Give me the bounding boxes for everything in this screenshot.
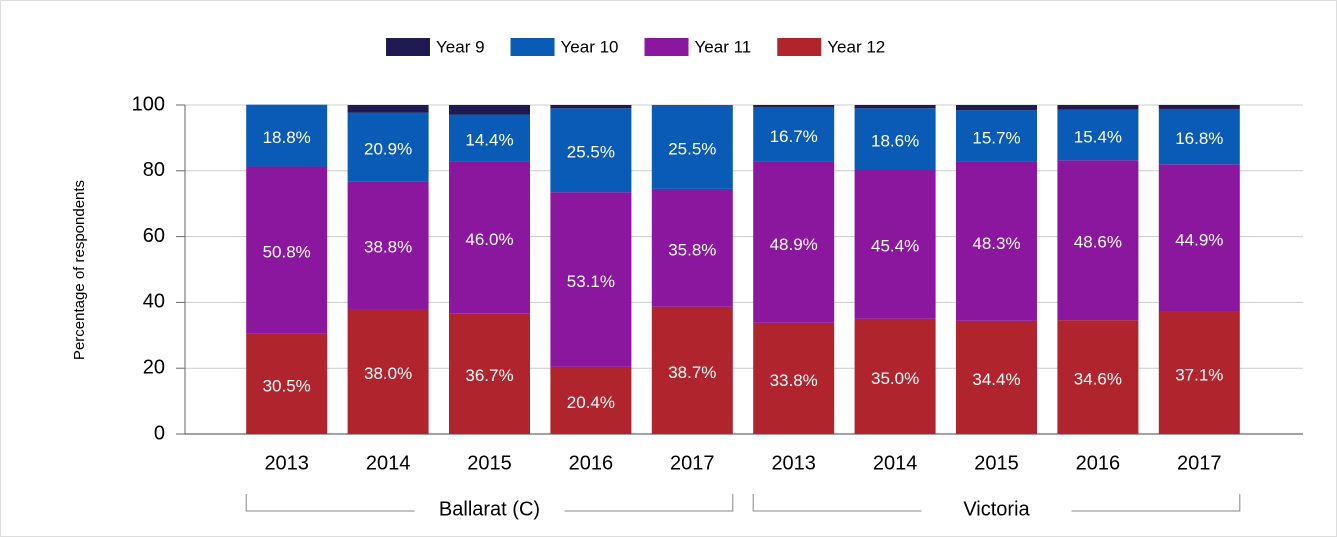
data-label: 33.8% <box>770 371 818 390</box>
group-label: Victoria <box>963 498 1030 520</box>
bar-segment <box>956 161 1037 321</box>
data-label: 14.4% <box>465 131 513 150</box>
legend-label: Year 10 <box>561 37 619 56</box>
legend-label: Year 9 <box>436 37 485 56</box>
legend-swatch <box>644 38 689 56</box>
x-tick-label: 2015 <box>974 452 1019 474</box>
bar-segment <box>651 105 733 189</box>
data-label: 18.8% <box>263 128 311 147</box>
bar-segment <box>347 105 429 113</box>
data-label: 36.7% <box>465 366 513 385</box>
y-tick-label: 40 <box>143 291 165 313</box>
x-tick-label: 2014 <box>873 452 918 474</box>
bar-segment <box>246 166 328 334</box>
bar-segment <box>550 108 632 193</box>
x-tick-label: 2014 <box>366 452 411 474</box>
bar-segment <box>347 308 429 434</box>
legend-swatch <box>386 38 430 56</box>
bar-segment <box>956 320 1037 434</box>
data-label: 37.1% <box>1175 365 1223 384</box>
x-tick-label: 2016 <box>1076 452 1121 474</box>
bar-segment <box>246 333 328 434</box>
data-label: 44.9% <box>1175 231 1223 250</box>
bar-segment <box>753 161 835 323</box>
data-label: 20.4% <box>567 393 615 412</box>
bar-segment <box>1158 105 1240 109</box>
legend-swatch <box>777 38 822 56</box>
data-label: 53.1% <box>567 272 615 291</box>
data-label: 16.8% <box>1175 129 1223 148</box>
data-label: 38.7% <box>668 363 716 382</box>
data-label: 38.0% <box>364 364 412 383</box>
bar-segment <box>753 322 835 434</box>
bar-segment <box>550 192 632 367</box>
bar-segment <box>347 112 429 182</box>
legend-label: Year 11 <box>695 37 752 56</box>
data-label: 30.5% <box>263 376 311 395</box>
x-tick-label: 2013 <box>264 452 309 474</box>
bar-segment <box>1057 105 1139 110</box>
legend-label: Year 12 <box>827 37 885 56</box>
y-tick-label: 0 <box>154 422 165 444</box>
bar-segment <box>651 306 733 434</box>
bar-segment <box>449 161 530 314</box>
y-tick-label: 60 <box>143 225 165 247</box>
bar-segment <box>854 318 936 434</box>
x-tick-label: 2013 <box>771 452 816 474</box>
group-label: Ballarat (C) <box>439 498 540 520</box>
data-label: 25.5% <box>668 139 716 158</box>
data-label: 38.8% <box>364 238 412 257</box>
bar-segment <box>449 105 530 115</box>
data-label: 45.4% <box>871 237 919 256</box>
data-label: 50.8% <box>263 243 311 262</box>
y-tick-label: 100 <box>132 93 165 115</box>
x-tick-label: 2015 <box>467 452 512 474</box>
y-tick-label: 80 <box>143 159 165 181</box>
bar-segment <box>347 181 429 309</box>
x-tick-label: 2017 <box>1177 452 1222 474</box>
bar-segment <box>1158 311 1240 434</box>
data-label: 48.9% <box>770 235 818 254</box>
bar-segment <box>1158 108 1240 165</box>
y-tick-label: 20 <box>143 356 165 378</box>
bar-segment <box>449 313 530 434</box>
data-label: 18.6% <box>871 131 919 150</box>
data-label: 46.0% <box>465 230 513 249</box>
bar-segment <box>854 169 936 319</box>
group-bracket <box>245 494 734 512</box>
data-label: 15.7% <box>972 129 1020 148</box>
group-bracket <box>752 494 1241 512</box>
x-tick-label: 2016 <box>569 452 614 474</box>
x-tick-label: 2017 <box>670 452 715 474</box>
legend-swatch <box>510 38 555 56</box>
bar-segment <box>956 110 1037 162</box>
data-label: 34.6% <box>1074 370 1122 389</box>
bar-segment <box>956 105 1037 111</box>
bar-segment <box>1057 160 1139 321</box>
data-label: 48.6% <box>1074 233 1122 252</box>
data-label: 20.9% <box>364 139 412 158</box>
bar-segment <box>550 105 632 109</box>
data-label: 35.8% <box>668 240 716 259</box>
bar-segment <box>854 108 936 170</box>
bar-segment <box>1158 164 1240 312</box>
bar-segment <box>449 114 530 162</box>
bar-segment <box>854 105 936 109</box>
bar-segment <box>753 105 835 107</box>
bar-segment <box>246 104 328 167</box>
data-label: 34.4% <box>972 370 1020 389</box>
y-axis-label: Percentage of respondents <box>71 180 88 360</box>
data-label: 15.4% <box>1074 127 1122 146</box>
bar-segment <box>1057 320 1139 434</box>
bar-segment <box>651 188 733 307</box>
data-label: 16.7% <box>770 127 818 146</box>
data-label: 35.0% <box>871 369 919 388</box>
bar-segment <box>550 366 632 434</box>
bar-segment <box>753 106 835 162</box>
bar-segment <box>1057 109 1139 161</box>
data-label: 25.5% <box>567 143 615 162</box>
data-label: 48.3% <box>972 234 1020 253</box>
